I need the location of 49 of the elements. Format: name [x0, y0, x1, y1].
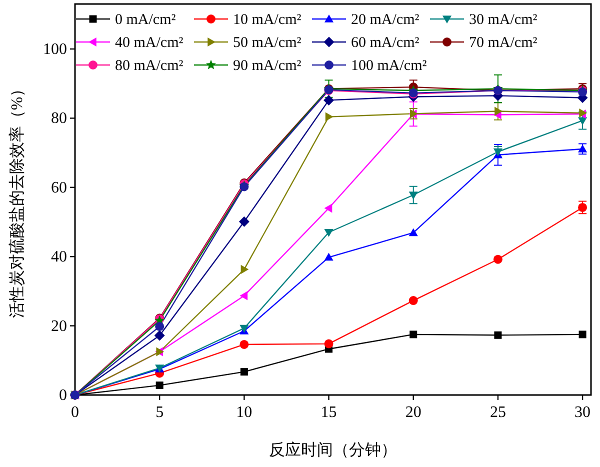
x-tick-label: 30 — [574, 404, 591, 421]
legend-label: 30 mA/cm² — [469, 12, 538, 28]
point — [494, 331, 502, 339]
legend-label: 20 mA/cm² — [351, 12, 420, 28]
legend-label: 10 mA/cm² — [233, 12, 302, 28]
point — [240, 291, 248, 300]
legend-label: 0 mA/cm² — [115, 12, 176, 28]
y-tick-label: 40 — [51, 248, 67, 266]
y-tick-label: 20 — [51, 318, 67, 335]
legend-label: 60 mA/cm² — [351, 35, 420, 51]
point — [324, 252, 334, 261]
point — [154, 330, 165, 341]
point — [324, 94, 334, 106]
point — [408, 296, 418, 306]
y-tick-label: 80 — [51, 110, 67, 128]
point — [155, 322, 164, 331]
legend-label: 90 mA/cm² — [233, 58, 302, 74]
point — [324, 339, 334, 348]
point — [240, 340, 249, 349]
legend-label: 70 mA/cm² — [469, 35, 538, 51]
legend-label: 50 mA/cm² — [233, 35, 302, 51]
point — [494, 106, 502, 116]
point — [578, 330, 586, 338]
x-tick-label: 10 — [236, 404, 252, 421]
point — [408, 192, 418, 200]
point — [324, 228, 334, 237]
point — [156, 382, 164, 390]
point — [410, 330, 418, 338]
point — [240, 264, 249, 274]
y-tick-label: 0 — [59, 387, 67, 404]
legend-label: 40 mA/cm² — [115, 35, 184, 51]
point — [240, 368, 248, 376]
y-axis-title: 活性炭对硫酸盐的去除效率（%） — [8, 80, 26, 318]
y-tick-label: 60 — [51, 179, 67, 196]
x-tick-label: 20 — [405, 404, 422, 421]
x-axis-title: 反应时间（分钟） — [269, 441, 397, 459]
x-tick-label: 5 — [156, 404, 164, 421]
point — [578, 117, 588, 126]
point — [324, 204, 332, 213]
point — [238, 216, 250, 227]
x-tick-label: 25 — [490, 404, 506, 421]
legend-label: 80 mA/cm² — [115, 58, 184, 74]
x-tick-label: 15 — [320, 404, 337, 421]
legend-label: 100 mA/cm² — [351, 58, 428, 74]
point — [408, 228, 418, 236]
x-tick-label: 0 — [71, 404, 79, 421]
point — [325, 112, 334, 122]
point — [493, 254, 502, 264]
y-tick-label: 100 — [43, 40, 67, 58]
